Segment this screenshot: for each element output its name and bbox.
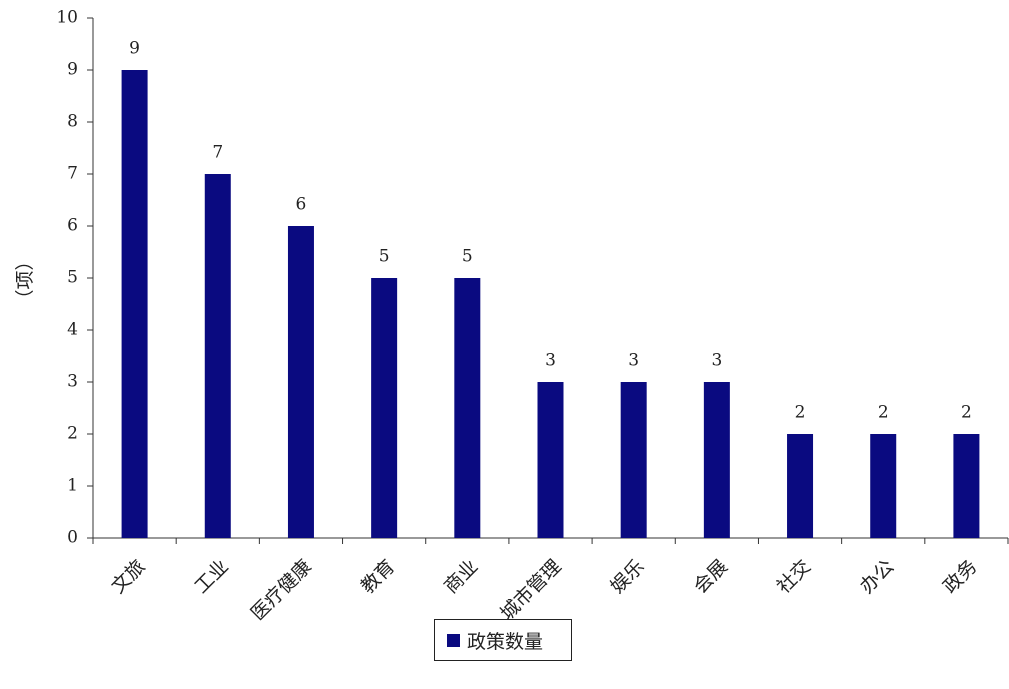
data-label: 7 [212, 143, 223, 163]
y-tick-label: 1 [67, 476, 78, 496]
y-tick-label: 2 [67, 424, 78, 444]
y-axis-label: （项） [14, 251, 36, 308]
bar [287, 226, 314, 538]
data-label: 3 [711, 351, 722, 371]
y-axis: 0 1 2 3 4 5 6 7 8 9 10 [56, 8, 94, 548]
y-tick-label: 9 [67, 60, 78, 80]
bar [454, 278, 481, 538]
legend: 政策数量 [434, 619, 572, 661]
bar [953, 434, 980, 538]
y-tick-label: 3 [67, 372, 78, 392]
legend-label: 政策数量 [467, 630, 544, 653]
data-label: 5 [379, 247, 390, 267]
bar [620, 382, 647, 538]
data-label: 9 [129, 39, 140, 59]
bar [787, 434, 814, 538]
x-tick-label: 娱乐 [606, 556, 648, 598]
x-axis [92, 537, 1009, 544]
x-tick-label: 城市管理 [496, 556, 565, 625]
y-tick-label: 10 [56, 8, 78, 28]
x-tick-label: 商业 [440, 556, 482, 598]
x-tick-label: 会展 [689, 556, 731, 598]
bar [204, 174, 231, 538]
y-tick-label: 0 [67, 528, 78, 548]
category-labels: 文旅 工业 医疗健康 教育 商业 城市管理 娱乐 会展 社交 办公 政务 [107, 556, 981, 625]
bar [371, 278, 398, 538]
data-label: 2 [878, 403, 889, 423]
x-tick-label: 医疗健康 [247, 556, 316, 625]
data-label: 2 [795, 403, 806, 423]
data-label: 2 [961, 403, 972, 423]
x-tick-label: 工业 [190, 556, 232, 598]
bars [121, 70, 980, 538]
x-tick-label: 社交 [773, 556, 815, 598]
data-label: 6 [296, 195, 307, 215]
y-tick-label: 7 [67, 164, 78, 184]
x-tick-label: 办公 [856, 556, 898, 598]
y-tick-label: 6 [67, 216, 78, 236]
y-tick-label: 4 [67, 320, 78, 340]
data-label: 5 [462, 247, 473, 267]
data-label: 3 [628, 351, 639, 371]
bar [121, 70, 148, 538]
x-tick-label: 文旅 [107, 556, 149, 598]
data-label: 3 [545, 351, 556, 371]
x-tick-label: 政务 [939, 556, 981, 598]
legend-swatch [447, 633, 460, 647]
bar [703, 382, 730, 538]
data-labels: 9 7 6 5 5 3 3 3 2 2 2 [129, 39, 972, 423]
y-tick-label: 5 [67, 268, 78, 288]
bar [537, 382, 564, 538]
x-tick-label: 教育 [357, 556, 399, 598]
y-tick-label: 8 [67, 112, 78, 132]
bar [870, 434, 897, 538]
